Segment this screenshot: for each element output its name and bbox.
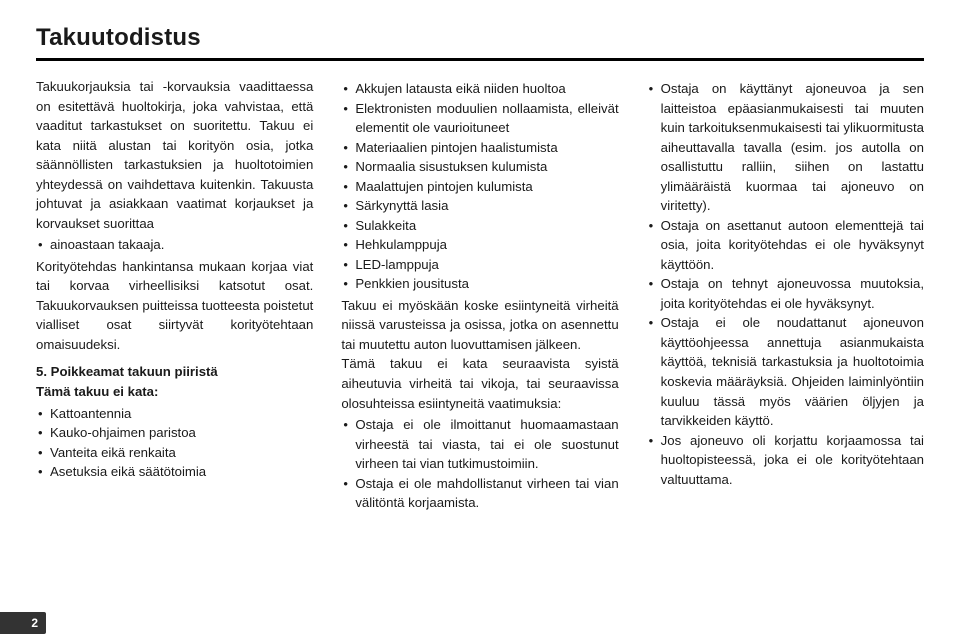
list-item: Asetuksia eikä säätötoimia bbox=[36, 462, 313, 482]
list-item: Ostaja ei ole mahdollistanut virheen tai… bbox=[341, 474, 618, 513]
list-item: Ostaja ei ole noudattanut ajoneuvon käyt… bbox=[647, 313, 924, 430]
list-item: ainoastaan takaaja. bbox=[36, 235, 313, 255]
list-item: Jos ajoneuvo oli korjattu korjaamossa ta… bbox=[647, 431, 924, 490]
column-1: Takuukorjauksia tai -korvauksia vaaditta… bbox=[36, 77, 313, 515]
list-item: Särkynyttä lasia bbox=[341, 196, 618, 216]
text-bold: Tämä takuu ei kata: bbox=[36, 384, 158, 399]
bullet-list: Akkujen latausta eikä niiden huoltoa Ele… bbox=[341, 79, 618, 294]
list-item: Penkkien jousitusta bbox=[341, 274, 618, 294]
page-number-badge: 2 bbox=[0, 612, 46, 634]
columns: Takuukorjauksia tai -korvauksia vaaditta… bbox=[36, 77, 924, 515]
list-item: Vanteita eikä renkaita bbox=[36, 443, 313, 463]
bullet-list: Ostaja ei ole ilmoittanut huomaamastaan … bbox=[341, 415, 618, 513]
bullet-list: ainoastaan takaaja. bbox=[36, 235, 313, 255]
list-item: Kattoantennia bbox=[36, 404, 313, 424]
bullet-list: Ostaja on käyttänyt ajoneuvoa ja sen lai… bbox=[647, 79, 924, 489]
horizontal-rule bbox=[36, 58, 924, 61]
list-item: Maalattujen pintojen kulumista bbox=[341, 177, 618, 197]
column-2: Akkujen latausta eikä niiden huoltoa Ele… bbox=[341, 77, 618, 515]
list-item: Hehkulamppuja bbox=[341, 235, 618, 255]
list-item: Kauko-ohjaimen paristoa bbox=[36, 423, 313, 443]
list-item: Akkujen latausta eikä niiden huoltoa bbox=[341, 79, 618, 99]
list-item: Materiaalien pintojen haalistumista bbox=[341, 138, 618, 158]
paragraph: Takuukorjauksia tai -korvauksia vaaditta… bbox=[36, 77, 313, 233]
list-item: Ostaja ei ole ilmoittanut huomaamastaan … bbox=[341, 415, 618, 474]
paragraph: Korityötehdas hankintansa mukaan korjaa … bbox=[36, 257, 313, 355]
page-title: Takuutodistus bbox=[36, 24, 924, 52]
paragraph: Tämä takuu ei kata seuraavista syistä ai… bbox=[341, 354, 618, 413]
section-heading: 5. Poikkeamat takuun piiristä bbox=[36, 362, 313, 382]
list-item: LED-lamppuja bbox=[341, 255, 618, 275]
paragraph: Takuu ei myöskään koske esiintyneitä vir… bbox=[341, 296, 618, 355]
list-item: Ostaja on käyttänyt ajoneuvoa ja sen lai… bbox=[647, 79, 924, 216]
bullet-list: Kattoantennia Kauko-ohjaimen paristoa Va… bbox=[36, 404, 313, 482]
column-3: Ostaja on käyttänyt ajoneuvoa ja sen lai… bbox=[647, 77, 924, 515]
page-container: Takuutodistus Takuukorjauksia tai -korva… bbox=[0, 0, 960, 644]
list-item: Elektronisten moduulien nollaamista, ell… bbox=[341, 99, 618, 138]
list-item: Sulakkeita bbox=[341, 216, 618, 236]
text: Takuu ei kata niitä alustan tai korityön… bbox=[36, 118, 313, 231]
paragraph: Tämä takuu ei kata: bbox=[36, 382, 313, 402]
list-item: Ostaja on tehnyt ajoneuvossa muutoksia, … bbox=[647, 274, 924, 313]
list-item: Normaalia sisustuksen kulumista bbox=[341, 157, 618, 177]
list-item: Ostaja on asettanut autoon elementtejä t… bbox=[647, 216, 924, 275]
